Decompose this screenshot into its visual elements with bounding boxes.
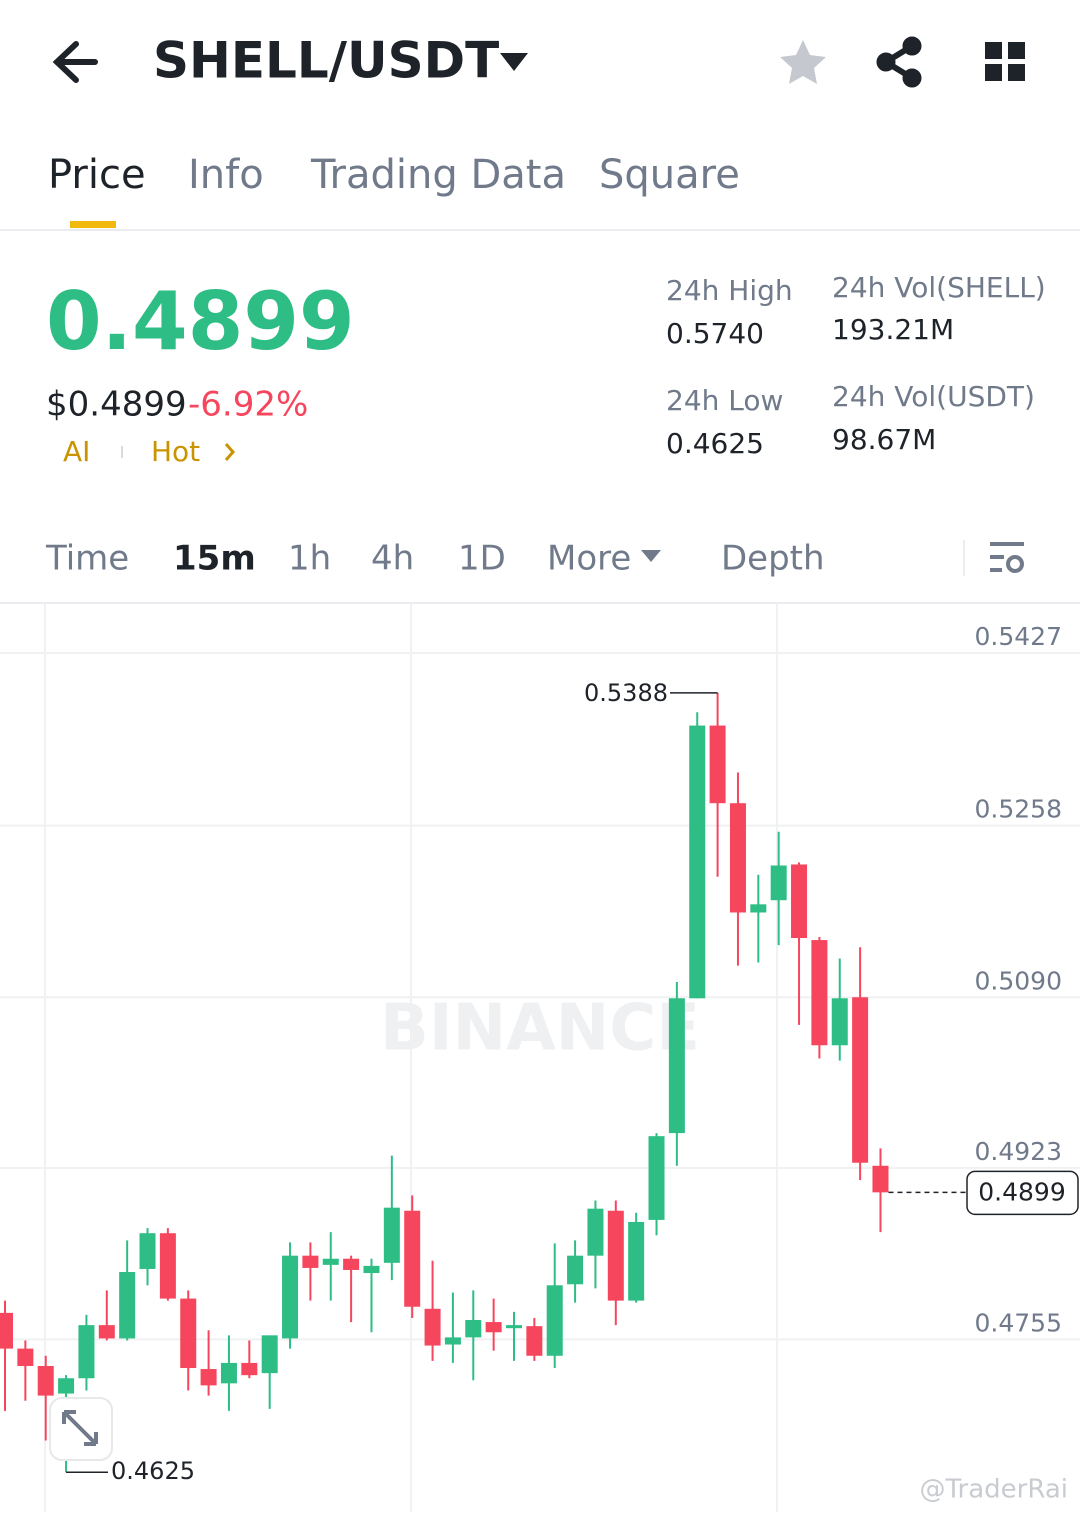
- grid-menu-icon[interactable]: [985, 42, 1025, 81]
- stat-label: 24h Vol(USDT): [832, 380, 1035, 413]
- stat-value: 98.67M: [832, 423, 936, 456]
- interval[interactable]: Time: [45, 539, 129, 579]
- y-tick-label: 0.4923: [975, 1137, 1062, 1166]
- more-dropdown[interactable]: [641, 550, 661, 562]
- candle-body: [261, 1335, 278, 1374]
- candle-body: [607, 1210, 624, 1301]
- share-icon[interactable]: [876, 36, 922, 88]
- usd-price: $0.4899: [46, 385, 187, 425]
- candle-body: [241, 1362, 258, 1376]
- candle-body: [404, 1210, 421, 1307]
- candle-body: [424, 1308, 441, 1346]
- last-price: 0.4899: [46, 275, 355, 368]
- tab[interactable]: Square: [599, 152, 740, 198]
- chevron: [224, 443, 235, 461]
- watermark: BINANCE: [380, 992, 700, 1066]
- interval[interactable]: 1D: [458, 539, 506, 579]
- candle-body: [363, 1265, 380, 1274]
- candle-body: [770, 865, 787, 901]
- candle-body: [506, 1325, 522, 1329]
- stat-value: 193.21M: [832, 313, 954, 346]
- candle-body: [302, 1255, 319, 1268]
- candle-body: [200, 1369, 217, 1386]
- interval[interactable]: 4h: [371, 539, 414, 579]
- candle-body: [872, 1165, 889, 1193]
- interval[interactable]: Depth: [721, 539, 825, 579]
- candle-body: [0, 1312, 13, 1349]
- candle-body: [485, 1322, 502, 1333]
- candle-body: [648, 1136, 665, 1220]
- y-tick-label: 0.4755: [975, 1308, 1062, 1337]
- candle-body: [58, 1378, 75, 1394]
- tag[interactable]: Hot: [151, 435, 200, 468]
- candle-body: [668, 998, 685, 1134]
- max-label: 0.5388: [584, 679, 668, 707]
- candle-body: [98, 1325, 115, 1339]
- favorite-icon[interactable]: [780, 40, 826, 84]
- tab[interactable]: Trading Data: [310, 152, 566, 198]
- stat-label: 24h Low: [666, 384, 783, 417]
- watermark: @TraderRai: [919, 1475, 1068, 1505]
- min-label: 0.4625: [111, 1457, 195, 1485]
- candle-body: [444, 1337, 461, 1345]
- candle-body: [159, 1233, 176, 1299]
- y-tick-label: 0.5090: [975, 966, 1062, 995]
- candle-body: [180, 1298, 197, 1369]
- pair-title[interactable]: SHELL/USDT: [153, 32, 499, 90]
- candle-body: [831, 998, 848, 1046]
- candle-body: [628, 1221, 645, 1301]
- candle-body: [139, 1233, 156, 1269]
- candle-body: [37, 1365, 54, 1396]
- y-tick-label: 0.5427: [975, 622, 1062, 651]
- candle-body: [750, 904, 767, 913]
- candle-body: [220, 1362, 237, 1384]
- expand-icon: [62, 1410, 98, 1446]
- candle-body: [465, 1320, 482, 1338]
- pair-dropdown[interactable]: [500, 53, 528, 71]
- candle-body: [811, 940, 828, 1046]
- interval[interactable]: 1h: [288, 539, 331, 579]
- interval[interactable]: More: [547, 539, 631, 579]
- candle-body: [587, 1208, 604, 1256]
- price-change: -6.92%: [188, 385, 308, 425]
- candle-body: [282, 1255, 299, 1339]
- candle-body: [119, 1272, 136, 1339]
- candle-body: [322, 1258, 339, 1265]
- tab-indicator: [70, 221, 116, 228]
- candle-body: [343, 1258, 360, 1270]
- candle-body: [383, 1207, 400, 1263]
- candle-body: [689, 725, 706, 999]
- candle-body: [709, 725, 726, 804]
- candle-body: [546, 1285, 563, 1356]
- candle-body: [567, 1255, 584, 1285]
- candle-body: [17, 1348, 34, 1366]
- tab[interactable]: Price: [48, 152, 146, 198]
- candle-body: [729, 803, 746, 913]
- tab[interactable]: Info: [188, 152, 264, 198]
- chart-settings-icon[interactable]: [990, 542, 1024, 573]
- candle-body: [852, 997, 869, 1163]
- y-tick-label: 0.5258: [975, 795, 1062, 824]
- stat-label: 24h High: [666, 274, 793, 307]
- last-price-box: [966, 1170, 1079, 1216]
- tag[interactable]: AI: [63, 435, 90, 468]
- candle-body: [78, 1325, 95, 1379]
- candle-body: [526, 1326, 543, 1356]
- stat-label: 24h Vol(SHELL): [832, 271, 1046, 304]
- candle-body: [791, 864, 808, 939]
- last-price-label: 0.4899: [978, 1177, 1065, 1206]
- back-button[interactable]: [52, 41, 98, 83]
- stat-value: 0.4625: [666, 427, 764, 460]
- stat-value: 0.5740: [666, 317, 764, 350]
- interval[interactable]: 15m: [173, 539, 256, 579]
